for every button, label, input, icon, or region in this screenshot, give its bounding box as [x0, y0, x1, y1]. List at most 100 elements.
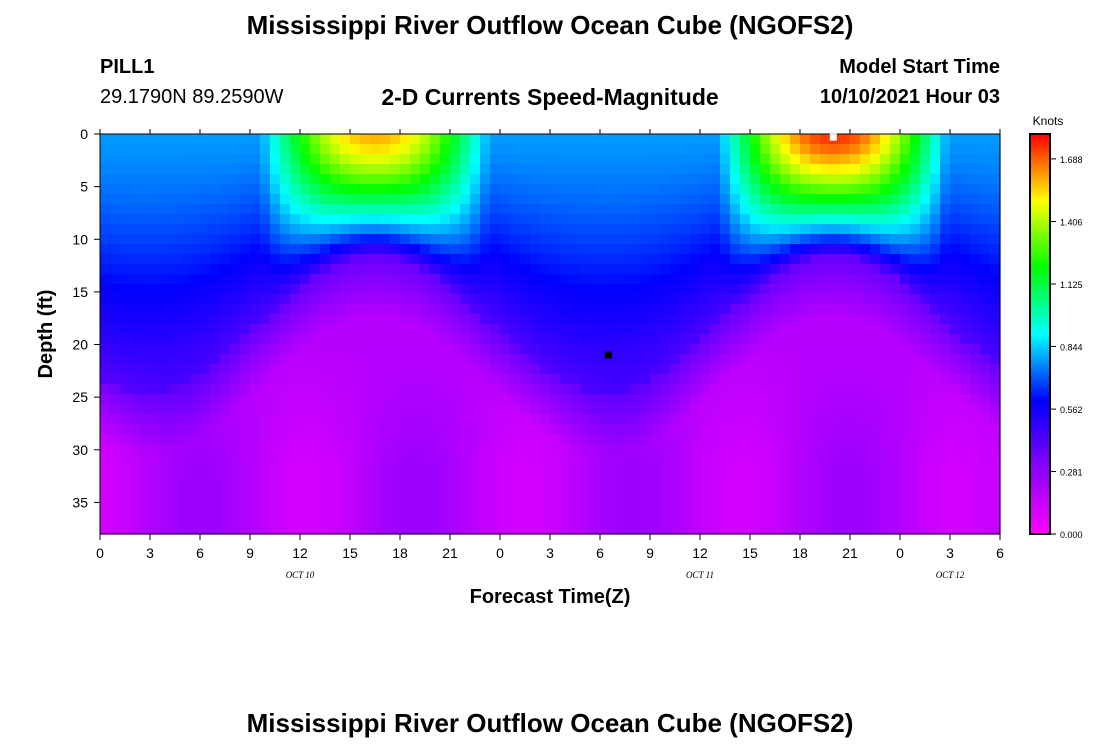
heatmap-cell — [360, 234, 371, 245]
heatmap-cell — [160, 274, 171, 285]
heatmap-cell — [300, 424, 311, 435]
heatmap-cell — [430, 494, 441, 505]
heatmap-cell — [480, 514, 491, 525]
heatmap-cell — [370, 524, 381, 535]
heatmap-cell — [730, 414, 741, 425]
heatmap-cell — [240, 324, 251, 335]
heatmap-cell — [740, 444, 751, 455]
heatmap-cell — [260, 434, 271, 445]
heatmap-cell — [820, 364, 831, 375]
heatmap-cell — [430, 224, 441, 235]
heatmap-cell — [150, 174, 161, 185]
heatmap-cell — [680, 374, 691, 385]
heatmap-cell — [200, 274, 211, 285]
heatmap-cell — [690, 234, 701, 245]
heatmap-cell — [370, 184, 381, 195]
heatmap-cell — [290, 494, 301, 505]
heatmap-cell — [450, 454, 461, 465]
heatmap-cell — [160, 404, 171, 415]
heatmap-cell — [410, 234, 421, 245]
heatmap-cell — [500, 224, 511, 235]
heatmap-cell — [220, 214, 231, 225]
heatmap-cell — [340, 444, 351, 455]
heatmap-cell — [700, 274, 711, 285]
heatmap-cell — [750, 374, 761, 385]
heatmap-cell — [620, 354, 631, 365]
heatmap-cell — [970, 474, 981, 485]
heatmap-cell — [110, 144, 121, 155]
heatmap-cell — [880, 194, 891, 205]
heatmap-cell — [280, 184, 291, 195]
heatmap-cell — [490, 144, 501, 155]
heatmap-cell — [970, 454, 981, 465]
heatmap-cell — [880, 234, 891, 245]
heatmap-cell — [890, 374, 901, 385]
heatmap-cell — [980, 414, 991, 425]
heatmap-cell — [800, 324, 811, 335]
heatmap-cell — [410, 304, 421, 315]
heatmap-cell — [390, 274, 401, 285]
heatmap-cell — [230, 214, 241, 225]
heatmap-cell — [120, 324, 131, 335]
heatmap-cell — [880, 154, 891, 165]
heatmap-cell — [130, 184, 141, 195]
heatmap-cell — [860, 174, 871, 185]
heatmap-cell — [510, 214, 521, 225]
heatmap-cell — [290, 424, 301, 435]
heatmap-cell — [320, 324, 331, 335]
heatmap-cell — [900, 394, 911, 405]
heatmap-cell — [880, 164, 891, 175]
heatmap-cell — [150, 354, 161, 365]
heatmap-cell — [230, 454, 241, 465]
heatmap-cell — [150, 514, 161, 525]
heatmap-cell — [990, 514, 1001, 525]
heatmap-cell — [490, 484, 501, 495]
heatmap-cell — [240, 334, 251, 345]
heatmap-cell — [250, 234, 261, 245]
heatmap-cell — [270, 474, 281, 485]
heatmap-cell — [130, 274, 141, 285]
heatmap-cell — [200, 434, 211, 445]
heatmap-cell — [210, 204, 221, 215]
heatmap-cell — [330, 204, 341, 215]
heatmap-cell — [280, 474, 291, 485]
heatmap-cell — [400, 474, 411, 485]
heatmap-cell — [400, 454, 411, 465]
heatmap-cell — [250, 174, 261, 185]
heatmap-cell — [230, 484, 241, 495]
heatmap-cell — [790, 244, 801, 255]
heatmap-cell — [540, 234, 551, 245]
heatmap-cell — [530, 184, 541, 195]
heatmap-cell — [360, 344, 371, 355]
heatmap-cell — [630, 294, 641, 305]
heatmap-cell — [850, 404, 861, 415]
heatmap-cell — [280, 304, 291, 315]
heatmap-cell — [840, 294, 851, 305]
heatmap-cell — [800, 384, 811, 395]
heatmap-cell — [340, 384, 351, 395]
heatmap-cell — [700, 314, 711, 325]
heatmap-cell — [670, 184, 681, 195]
heatmap-cell — [550, 284, 561, 295]
heatmap-cell — [260, 464, 271, 475]
heatmap-cell — [820, 434, 831, 445]
heatmap-cell — [780, 334, 791, 345]
heatmap-cell — [330, 394, 341, 405]
heatmap-cell — [890, 274, 901, 285]
heatmap-cell — [490, 454, 501, 465]
heatmap-cell — [730, 134, 741, 145]
heatmap-cell — [390, 474, 401, 485]
heatmap-cell — [590, 154, 601, 165]
heatmap-cell — [980, 164, 991, 175]
heatmap-cell — [410, 384, 421, 395]
heatmap-cell — [460, 144, 471, 155]
heatmap-cell — [550, 494, 561, 505]
heatmap-cell — [440, 224, 451, 235]
heatmap-cell — [760, 414, 771, 425]
heatmap-cell — [620, 314, 631, 325]
heatmap-cell — [680, 524, 691, 535]
heatmap-cell — [140, 174, 151, 185]
heatmap-cell — [860, 424, 871, 435]
heatmap-cell — [610, 474, 621, 485]
heatmap-cell — [550, 524, 561, 535]
